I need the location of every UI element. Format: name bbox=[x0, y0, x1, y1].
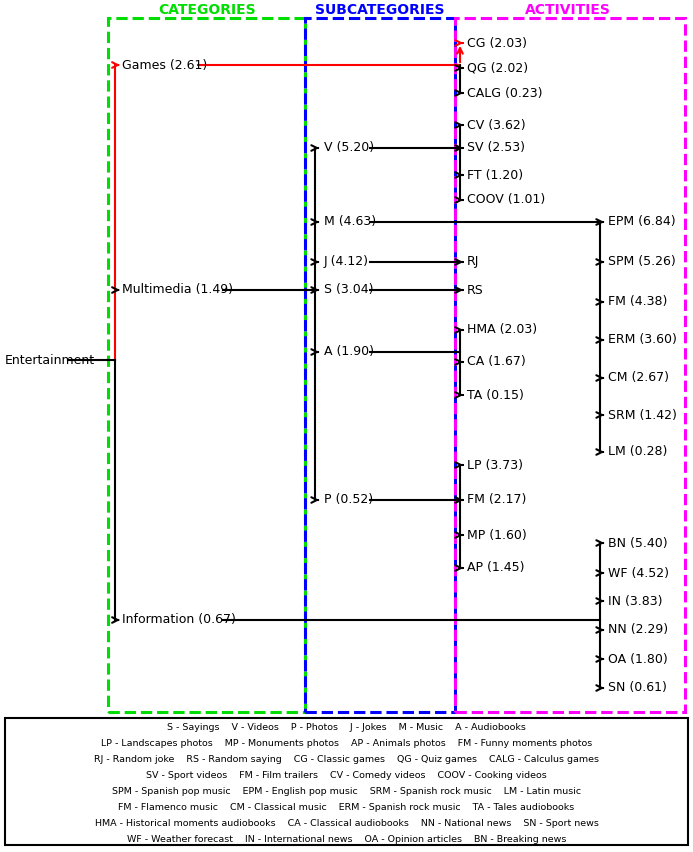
Text: CALG (0.23): CALG (0.23) bbox=[467, 87, 543, 100]
Text: AP (1.45): AP (1.45) bbox=[467, 561, 525, 574]
Text: CATEGORIES: CATEGORIES bbox=[158, 3, 256, 17]
Text: SPM - Spanish pop music    EPM - English pop music    SRM - Spanish rock music  : SPM - Spanish pop music EPM - English po… bbox=[112, 787, 581, 797]
Text: CV (3.62): CV (3.62) bbox=[467, 118, 525, 131]
Text: SRM (1.42): SRM (1.42) bbox=[608, 408, 677, 422]
Text: OA (1.80): OA (1.80) bbox=[608, 653, 668, 665]
Text: IN (3.83): IN (3.83) bbox=[608, 595, 663, 607]
Text: RS: RS bbox=[467, 284, 484, 296]
Text: ERM (3.60): ERM (3.60) bbox=[608, 333, 677, 347]
Text: TA (0.15): TA (0.15) bbox=[467, 389, 524, 401]
Text: SN (0.61): SN (0.61) bbox=[608, 682, 667, 694]
Text: LP (3.73): LP (3.73) bbox=[467, 458, 523, 471]
Text: P (0.52): P (0.52) bbox=[324, 493, 373, 506]
Text: V (5.20): V (5.20) bbox=[324, 141, 374, 154]
Text: LP - Landscapes photos    MP - Monuments photos    AP - Animals photos    FM - F: LP - Landscapes photos MP - Monuments ph… bbox=[101, 740, 592, 749]
Text: SV (2.53): SV (2.53) bbox=[467, 141, 525, 154]
Text: NN (2.29): NN (2.29) bbox=[608, 624, 668, 636]
Text: FM - Flamenco music    CM - Classical music    ERM - Spanish rock music    TA - : FM - Flamenco music CM - Classical music… bbox=[119, 803, 574, 813]
Text: RJ - Random joke    RS - Random saying    CG - Classic games    QG - Quiz games : RJ - Random joke RS - Random saying CG -… bbox=[94, 756, 599, 764]
Text: CM (2.67): CM (2.67) bbox=[608, 371, 669, 384]
Text: HMA (2.03): HMA (2.03) bbox=[467, 324, 537, 337]
Text: Games (2.61): Games (2.61) bbox=[122, 59, 207, 72]
Text: M (4.63): M (4.63) bbox=[324, 216, 376, 228]
Text: RJ: RJ bbox=[467, 256, 480, 268]
Text: S (3.04): S (3.04) bbox=[324, 284, 374, 296]
Text: A (1.90): A (1.90) bbox=[324, 346, 374, 359]
Text: SPM (5.26): SPM (5.26) bbox=[608, 256, 676, 268]
Text: J (4.12): J (4.12) bbox=[324, 256, 369, 268]
Text: S - Sayings    V - Videos    P - Photos    J - Jokes    M - Music    A - Audiobo: S - Sayings V - Videos P - Photos J - Jo… bbox=[167, 723, 526, 733]
Text: FM (2.17): FM (2.17) bbox=[467, 493, 527, 506]
Text: CA (1.67): CA (1.67) bbox=[467, 355, 526, 369]
Text: Multimedia (1.49): Multimedia (1.49) bbox=[122, 284, 233, 296]
Text: ACTIVITIES: ACTIVITIES bbox=[525, 3, 611, 17]
Text: FM (4.38): FM (4.38) bbox=[608, 296, 667, 308]
Text: BN (5.40): BN (5.40) bbox=[608, 537, 667, 550]
Text: Information (0.67): Information (0.67) bbox=[122, 613, 236, 626]
Text: Entertainment: Entertainment bbox=[5, 354, 95, 366]
Text: WF - Weather forecast    IN - International news    OA - Opinion articles    BN : WF - Weather forecast IN - International… bbox=[127, 836, 566, 844]
Text: HMA - Historical moments audiobooks    CA - Classical audiobooks    NN - Nationa: HMA - Historical moments audiobooks CA -… bbox=[94, 820, 599, 828]
Text: QG (2.02): QG (2.02) bbox=[467, 61, 528, 74]
Text: COOV (1.01): COOV (1.01) bbox=[467, 193, 545, 206]
Text: LM (0.28): LM (0.28) bbox=[608, 446, 667, 458]
Text: CG (2.03): CG (2.03) bbox=[467, 37, 527, 49]
Text: MP (1.60): MP (1.60) bbox=[467, 528, 527, 542]
Text: WF (4.52): WF (4.52) bbox=[608, 567, 669, 579]
Text: EPM (6.84): EPM (6.84) bbox=[608, 216, 676, 228]
Text: FT (1.20): FT (1.20) bbox=[467, 169, 523, 181]
Text: SV - Sport videos    FM - Film trailers    CV - Comedy videos    COOV - Cooking : SV - Sport videos FM - Film trailers CV … bbox=[146, 772, 547, 780]
Text: SUBCATEGORIES: SUBCATEGORIES bbox=[315, 3, 445, 17]
